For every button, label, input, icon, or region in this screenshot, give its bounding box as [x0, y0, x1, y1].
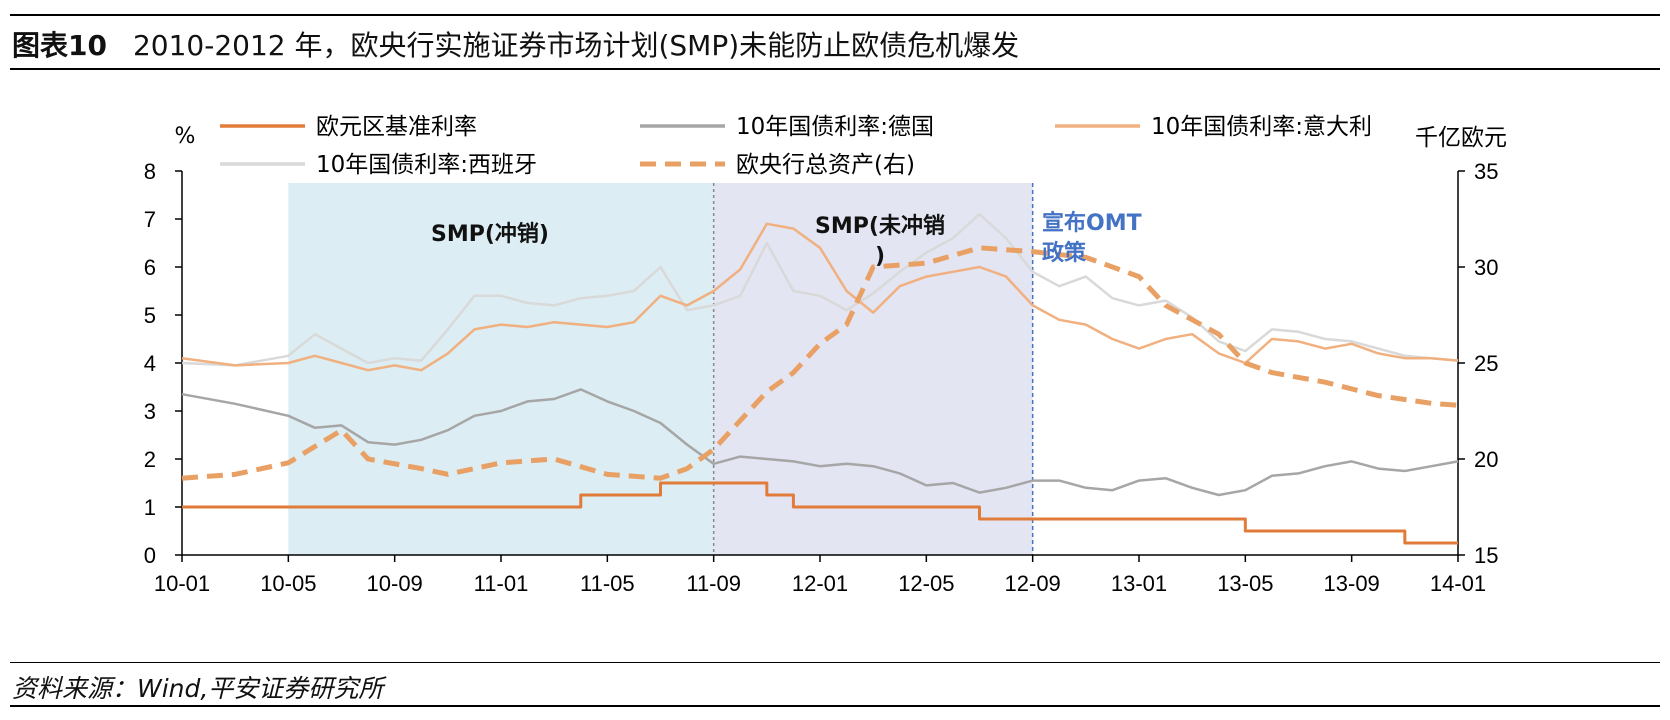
x-tick-label: 11-05 [580, 571, 635, 596]
figure-title-text: 2010-2012 年，欧央行实施证券市场计划(SMP)未能防止欧债危机爆发 [132, 29, 1020, 62]
right-tick-label: 30 [1474, 255, 1498, 280]
italy-yield-line [181, 222, 1459, 372]
left-tick-label: 1 [144, 495, 156, 520]
germany-yield-line [181, 388, 1459, 497]
legend-label: 10年国债利率:西班牙 [316, 152, 537, 178]
x-tick-label: 10-05 [260, 571, 316, 596]
top-rule [10, 14, 1660, 16]
right-tick-label: 20 [1474, 447, 1498, 472]
figure-title: 图表10 2010-2012 年，欧央行实施证券市场计划(SMP)未能防止欧债危机… [12, 26, 1019, 66]
left-tick-label: 7 [144, 207, 156, 232]
smp-sterilized-label: SMP(冲销) [431, 222, 549, 247]
title-rule [10, 68, 1660, 70]
left-tick-label: 2 [144, 447, 156, 472]
left-tick-label: 8 [144, 159, 156, 184]
legend-label: 欧央行总资产(右) [736, 152, 915, 178]
right-tick-label: 35 [1474, 159, 1498, 184]
left-tick-label: 4 [144, 351, 156, 376]
chart: 0 1 2 3 4 5 6 7 8 15 20 25 30 35 10-01 10-05 10-09 11-01 1… [144, 114, 1507, 596]
x-tick-label: 10-01 [154, 571, 210, 596]
x-tick-label: 13-01 [1111, 571, 1167, 596]
source-top-rule [10, 662, 1660, 663]
left-tick-label: 6 [144, 255, 156, 280]
x-tick-label: 10-09 [367, 571, 423, 596]
x-tick-label: 13-05 [1217, 571, 1273, 596]
x-tick-label: 11-01 [474, 571, 529, 596]
ecb-rate-line [182, 481, 1458, 545]
x-tick-label: 14-01 [1430, 571, 1486, 596]
legend-ecb-rate: 欧元区基准利率 [220, 114, 477, 140]
legend-label: 欧元区基准利率 [316, 114, 477, 140]
legend-germany: 10年国债利率:德国 [640, 114, 934, 140]
legend-italy: 10年国债利率:意大利 [1055, 114, 1372, 140]
legend-label: 10年国债利率:意大利 [1151, 114, 1372, 140]
left-tick-label: 3 [144, 399, 156, 424]
x-tick-label: 11-09 [686, 571, 741, 596]
legend-spain: 10年国债利率:西班牙 [220, 152, 537, 178]
legend-label: 10年国债利率:德国 [736, 114, 934, 140]
omt-annotation-label: 宣布OMT 政策 [1042, 210, 1142, 266]
x-tick-label: 12-05 [898, 571, 954, 596]
left-axis-unit: % [175, 124, 196, 149]
right-axis-unit: 千亿欧元 [1415, 125, 1507, 151]
x-tick-label: 13-09 [1324, 571, 1380, 596]
left-tick-label: 5 [144, 303, 156, 328]
left-tick-label: 0 [144, 543, 156, 568]
source-note: 资料来源：Wind,平安证券研究所 [12, 674, 384, 703]
legend-ecb-assets: 欧央行总资产(右) [640, 152, 915, 178]
x-tick-label: 12-09 [1005, 571, 1061, 596]
right-tick-label: 25 [1474, 351, 1498, 376]
bottom-rule [10, 705, 1660, 707]
figure-number: 图表10 [12, 29, 107, 62]
right-tick-label: 15 [1474, 543, 1498, 568]
smp-unsterilized-label: SMP(未冲销) [815, 214, 945, 269]
spain-yield-line [181, 212, 1459, 367]
x-tick-label: 12-01 [792, 571, 848, 596]
